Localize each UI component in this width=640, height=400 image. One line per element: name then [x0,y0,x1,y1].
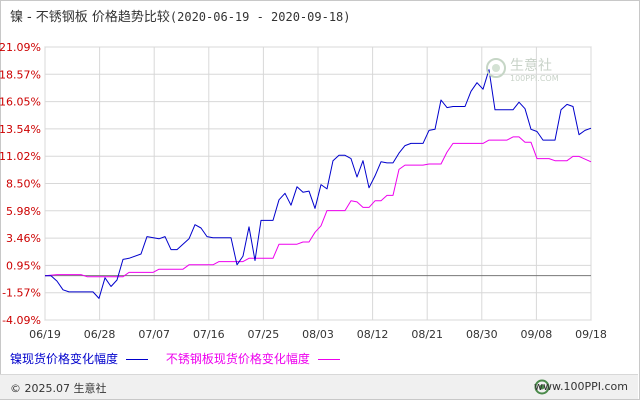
x-tick-label: 08/30 [466,328,498,341]
legend-label-nickel: 镍现货价格变化幅度 [10,352,119,366]
watermark-logo-icon: 生意社 100PPI.COM [486,57,559,83]
watermark-url: 100PPI.COM [510,74,559,83]
y-tick-label: 16.05% [0,96,41,109]
x-tick-label: 06/19 [29,328,61,341]
y-tick-label: 18.57% [0,68,41,81]
x-tick-label: 07/07 [138,328,170,341]
footer: © 2025.07 生意社 www.100PPI.com [0,374,638,399]
y-tick-label: -4.09% [2,314,41,327]
y-tick-label: 0.95% [6,259,41,272]
title-product: 不锈钢板 [35,10,88,25]
site-logo-icon [534,379,550,395]
x-tick-label: 06/28 [84,328,116,341]
title-metal: 镍 [10,10,24,25]
legend-item-stainless: 不锈钢板现货价格变化幅度 [166,350,340,367]
series-line-stainless [44,136,592,278]
y-tick-label: 8.50% [6,178,41,191]
legend-swatch-stainless [317,359,340,360]
legend-item-nickel: 镍现货价格变化幅度 [10,350,149,367]
x-tick-label: 09/18 [575,328,607,341]
x-tick-label: 07/25 [248,328,280,341]
title-text: 价格趋势比较 [91,10,170,25]
title-separator: - [27,10,32,25]
x-tick-label: 08/21 [411,328,443,341]
y-tick-label: 11.02% [0,150,41,163]
legend-swatch-nickel [126,359,149,360]
line-chart: 21.09% 18.57% 16.05% 13.54% 11.02% 8.50% 5.98%… [0,41,607,341]
y-tick-label: 3.46% [6,232,41,245]
x-tick-label: 08/03 [302,328,334,341]
x-tick-label: 08/12 [357,328,389,341]
watermark-name: 生意社 [510,57,552,74]
legend-label-stainless: 不锈钢板现货价格变化幅度 [165,352,310,366]
y-tick-label: 21.09% [0,41,41,54]
series-line-nickel [45,69,592,299]
y-tick-label: -1.57% [2,287,41,300]
x-tick-label: 07/16 [193,328,225,341]
y-tick-label: 5.98% [6,205,41,218]
x-tick-label: 09/08 [521,328,553,341]
footer-copyright: © 2025.07 生意社 [10,382,107,395]
legend: 镍现货价格变化幅度 不锈钢板现货价格变化幅度 [10,350,354,367]
title-date-range: (2020-06-19 - 2020-09-18) [169,10,351,24]
footer-site-link[interactable]: www.100PPI.com [534,380,628,393]
watermark: 生意社 100PPI.COM [484,56,584,88]
y-tick-label: 13.54% [0,123,41,136]
chart-title: 镍 - 不锈钢板 价格趋势比较(2020-06-19 - 2020-09-18) [10,6,351,25]
